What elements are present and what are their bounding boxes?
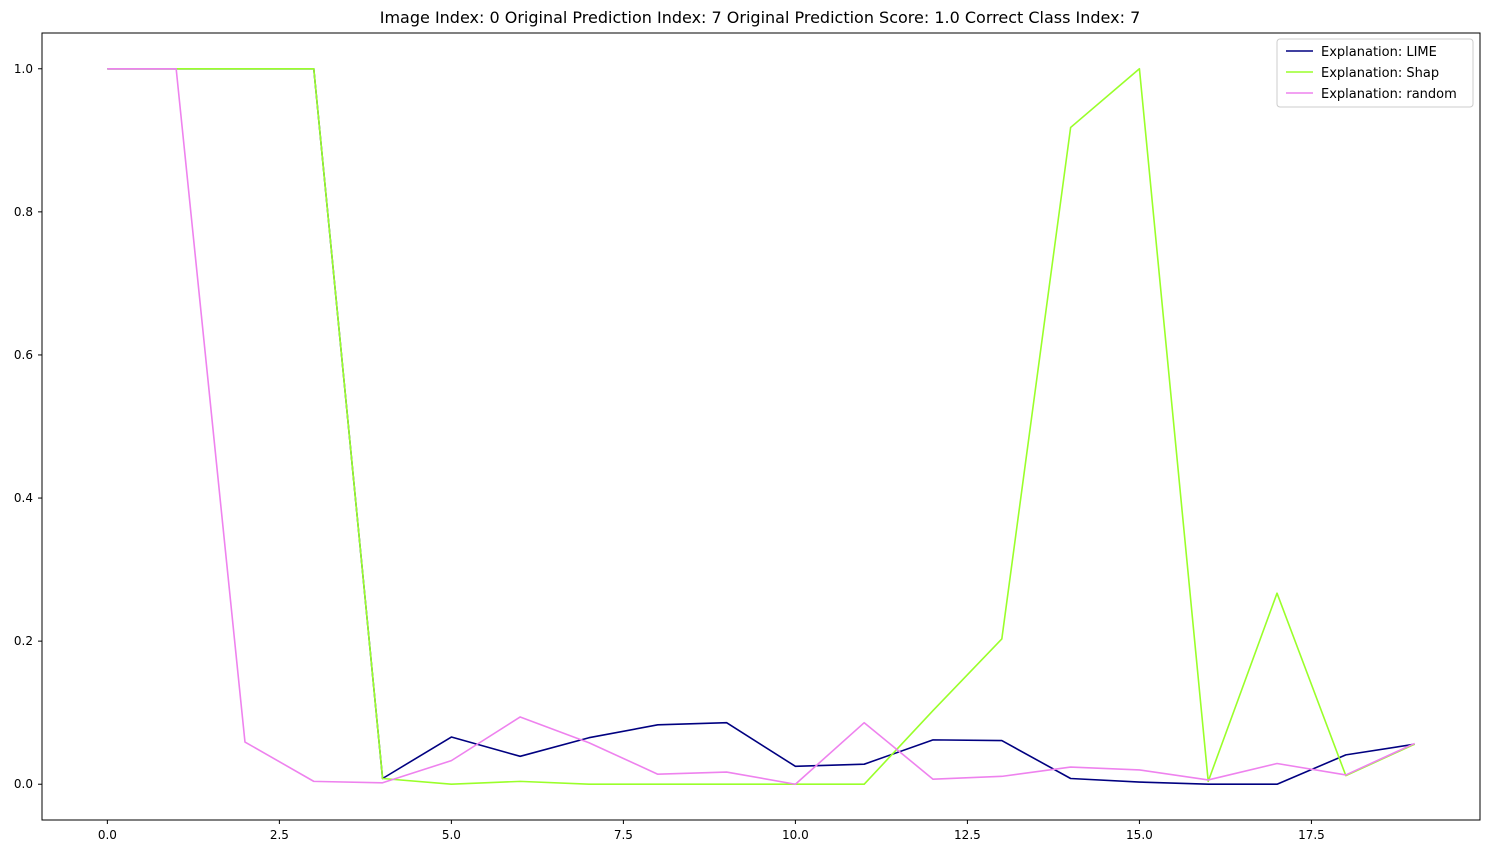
series-line-shap — [107, 67, 1415, 786]
legend-box — [1276, 38, 1474, 108]
x-tick-label: 2.5 — [270, 828, 289, 842]
y-tick-label: 0.4 — [14, 491, 33, 505]
chart-title: Image Index: 0 Original Prediction Index… — [380, 8, 1141, 27]
y-tick-label: 0.0 — [14, 777, 33, 791]
x-tick-label: 0.0 — [98, 828, 117, 842]
series-line-random — [107, 67, 1415, 786]
x-tick-label: 7.5 — [614, 828, 633, 842]
y-tick-label: 0.2 — [14, 634, 33, 648]
legend-label: Explanation: random — [1321, 87, 1457, 102]
legend-label: Explanation: LIME — [1321, 45, 1437, 60]
x-tick-label: 17.5 — [1298, 828, 1325, 842]
x-tick-label: 5.0 — [442, 828, 461, 842]
y-tick-label: 0.6 — [14, 348, 33, 362]
plot-frame — [41, 32, 1481, 821]
series-layer — [107, 67, 1415, 786]
y-tick-label: 0.8 — [14, 205, 33, 219]
legend: Explanation: LIME Explanation: Shap Explan… — [1276, 38, 1474, 108]
y-tick-label: 1.0 — [14, 62, 33, 76]
x-axis-ticks: 0.0 2.5 5.0 7.5 10.0 12.5 15.0 17.5 — [98, 820, 1325, 842]
x-tick-label: 15.0 — [1126, 828, 1153, 842]
x-tick-label: 10.0 — [782, 828, 809, 842]
plot-area — [42, 33, 1480, 820]
y-axis-ticks: 0.0 0.2 0.4 0.6 0.8 1.0 — [14, 62, 42, 791]
x-tick-label: 12.5 — [954, 828, 981, 842]
legend-label: Explanation: Shap — [1321, 66, 1439, 81]
